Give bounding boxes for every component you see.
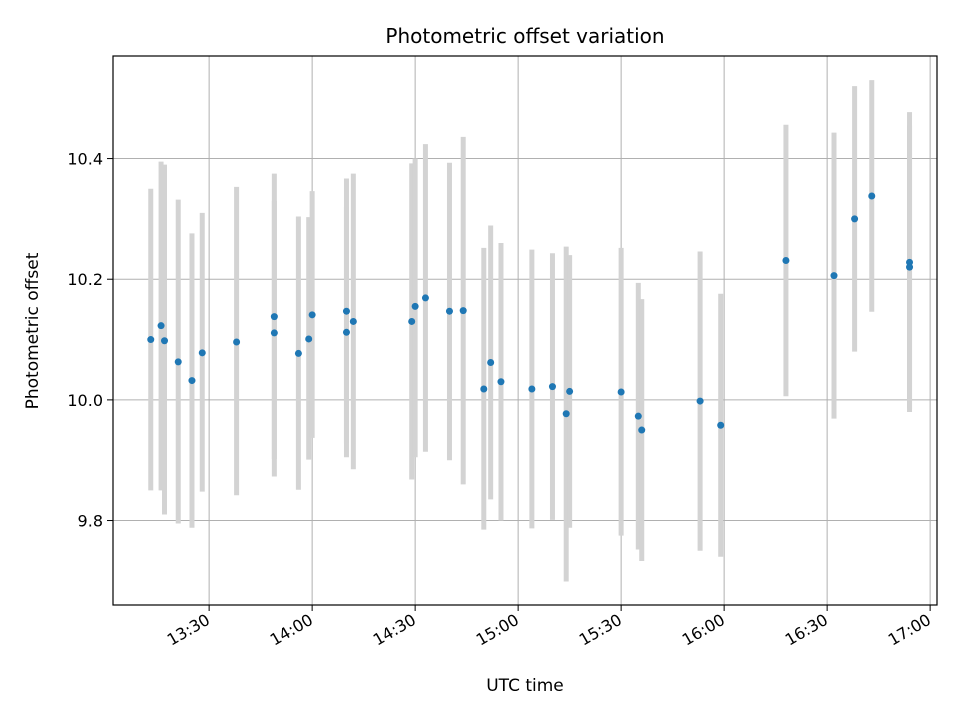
data-point [445,307,453,315]
data-point [906,263,914,271]
data-point [617,388,625,396]
data-point [906,258,914,266]
data-point [497,378,505,386]
data-point [294,349,302,357]
x-axis-title: UTC time [486,676,564,696]
data-point [717,421,725,429]
data-point [528,385,536,393]
data-point [342,307,350,315]
y-axis-title: Photometric offset [23,252,43,409]
data-point [566,387,574,395]
data-point [188,377,196,385]
data-points [147,192,914,434]
data-point [305,335,313,343]
y-tick-label: 10.0 [67,391,103,410]
data-point [459,307,467,315]
data-point [782,257,790,265]
data-point [157,322,165,330]
data-point [233,338,241,346]
data-point [480,385,488,393]
data-point [161,337,168,345]
y-tick-label: 10.4 [67,150,103,169]
data-point [696,397,704,405]
data-point [634,412,642,420]
data-point [198,349,206,357]
data-point [147,336,155,344]
y-tick-label: 9.8 [78,512,103,531]
y-tick-label: 10.2 [67,270,103,289]
data-point [548,383,556,391]
data-point [421,294,429,302]
data-point [308,311,316,319]
data-point [174,358,182,366]
data-point [270,313,278,321]
data-point [408,317,416,325]
data-point [342,328,350,336]
chart-title: Photometric offset variation [385,24,664,48]
y-axis-ticks: 9.8 10.0 10.2 10.4 [67,150,113,531]
data-point [868,192,876,200]
data-point [851,215,859,223]
data-point [638,426,646,434]
data-point [349,317,357,325]
data-point [830,272,838,280]
data-point [562,410,570,418]
data-point [487,358,495,366]
data-point [270,329,278,337]
plot-frame [112,55,938,606]
data-point [411,302,419,310]
